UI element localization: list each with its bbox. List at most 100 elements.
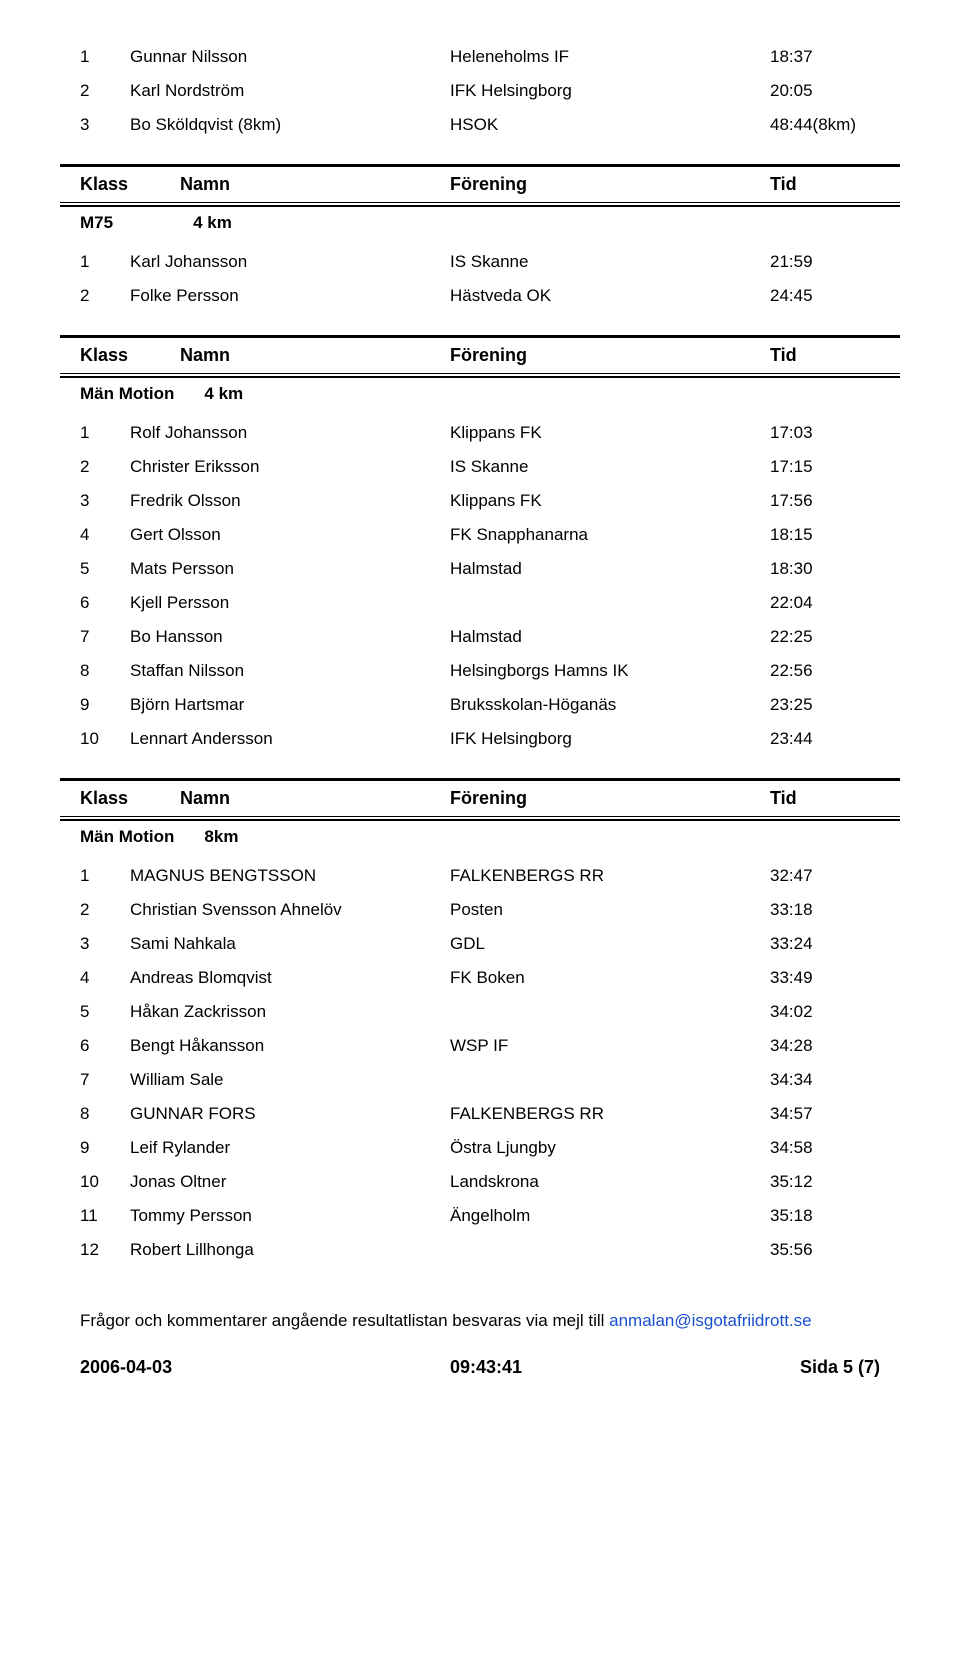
- cell-place: 1: [80, 866, 130, 886]
- cell-time: 48:44(8km): [770, 115, 880, 135]
- cell-club: [450, 1240, 770, 1260]
- cell-club: Posten: [450, 900, 770, 920]
- cell-name: Robert Lillhonga: [130, 1240, 450, 1260]
- cell-name: Lennart Andersson: [130, 729, 450, 749]
- cell-time: 23:25: [770, 695, 880, 715]
- table-row: 6Bengt HåkanssonWSP IF34:28: [60, 1029, 900, 1063]
- table-row: 1Karl JohanssonIS Skanne21:59: [60, 245, 900, 279]
- header-forening: Förening: [450, 788, 770, 809]
- cell-place: 3: [80, 934, 130, 954]
- cell-name: Jonas Oltner: [130, 1172, 450, 1192]
- cell-name: Christer Eriksson: [130, 457, 450, 477]
- cell-club: Klippans FK: [450, 423, 770, 443]
- cell-name: Christian Svensson Ahnelöv: [130, 900, 450, 920]
- cell-place: 8: [80, 661, 130, 681]
- cell-time: 34:57: [770, 1104, 880, 1124]
- header-klass: Klass: [80, 174, 180, 195]
- cell-club: Heleneholms IF: [450, 47, 770, 67]
- footer-email-link[interactable]: anmalan@isgotafriidrott.se: [609, 1311, 811, 1330]
- cell-club: FK Snapphanarna: [450, 525, 770, 545]
- cell-club: Ängelholm: [450, 1206, 770, 1226]
- cell-name: Bo Sköldqvist (8km): [130, 115, 450, 135]
- cell-club: FALKENBERGS RR: [450, 866, 770, 886]
- cell-club: Halmstad: [450, 627, 770, 647]
- cell-time: 34:34: [770, 1070, 880, 1090]
- cell-place: 2: [80, 286, 130, 306]
- table-row: 2Christer ErikssonIS Skanne17:15: [60, 450, 900, 484]
- cell-place: 2: [80, 81, 130, 101]
- cell-club: Östra Ljungby: [450, 1138, 770, 1158]
- cell-club: IS Skanne: [450, 252, 770, 272]
- table-row: 11Tommy PerssonÄngelholm35:18: [60, 1199, 900, 1233]
- cell-place: 12: [80, 1240, 130, 1260]
- header-namn: Namn: [180, 345, 450, 366]
- cell-place: 6: [80, 1036, 130, 1056]
- header-klass: Klass: [80, 788, 180, 809]
- table-row: 4Andreas BlomqvistFK Boken33:49: [60, 961, 900, 995]
- group-header: Klass Namn Förening Tid: [60, 338, 900, 373]
- table-row: 8GUNNAR FORSFALKENBERGS RR34:57: [60, 1097, 900, 1131]
- cell-place: 2: [80, 457, 130, 477]
- cell-place: 6: [80, 593, 130, 613]
- cell-time: 34:58: [770, 1138, 880, 1158]
- table-row: 3Bo Sköldqvist (8km)HSOK48:44(8km): [60, 108, 900, 142]
- class-label: M75: [80, 213, 113, 232]
- cell-time: 22:56: [770, 661, 880, 681]
- cell-place: 4: [80, 968, 130, 988]
- cell-name: Folke Persson: [130, 286, 450, 306]
- divider: [60, 816, 900, 817]
- cell-place: 3: [80, 115, 130, 135]
- cell-place: 10: [80, 729, 130, 749]
- cell-name: GUNNAR FORS: [130, 1104, 450, 1124]
- cell-club: Helsingborgs Hamns IK: [450, 661, 770, 681]
- cell-club: WSP IF: [450, 1036, 770, 1056]
- cell-name: MAGNUS BENGTSSON: [130, 866, 450, 886]
- cell-time: 33:18: [770, 900, 880, 920]
- cell-club: Bruksskolan-Höganäs: [450, 695, 770, 715]
- cell-time: 17:03: [770, 423, 880, 443]
- footer-date: 2006-04-03: [80, 1357, 450, 1378]
- cell-place: 9: [80, 1138, 130, 1158]
- cell-time: 23:44: [770, 729, 880, 749]
- cell-name: Leif Rylander: [130, 1138, 450, 1158]
- class-distance: 4 km: [193, 213, 232, 233]
- header-forening: Förening: [450, 345, 770, 366]
- table-row: 9Leif RylanderÖstra Ljungby34:58: [60, 1131, 900, 1165]
- cell-place: 10: [80, 1172, 130, 1192]
- footer-note: Frågor och kommentarer angående resultat…: [60, 1311, 900, 1331]
- cell-place: 2: [80, 900, 130, 920]
- cell-name: Sami Nahkala: [130, 934, 450, 954]
- cell-time: 20:05: [770, 81, 880, 101]
- table-row: 2Folke PerssonHästveda OK24:45: [60, 279, 900, 313]
- table-row: 1MAGNUS BENGTSSONFALKENBERGS RR32:47: [60, 859, 900, 893]
- table-row: 9Björn HartsmarBruksskolan-Höganäs23:25: [60, 688, 900, 722]
- table-row: 1Rolf JohanssonKlippans FK17:03: [60, 416, 900, 450]
- footer-note-text: Frågor och kommentarer angående resultat…: [80, 1311, 609, 1330]
- class-line-men4: Män Motion4 km: [60, 378, 900, 410]
- cell-place: 9: [80, 695, 130, 715]
- footer-bar: 2006-04-03 09:43:41 Sida 5 (7): [60, 1357, 900, 1378]
- divider: [60, 373, 900, 374]
- cell-club: [450, 1070, 770, 1090]
- top-results: 1Gunnar NilssonHeleneholms IF18:372Karl …: [60, 40, 900, 142]
- cell-time: 17:56: [770, 491, 880, 511]
- cell-time: 33:24: [770, 934, 880, 954]
- header-forening: Förening: [450, 174, 770, 195]
- cell-place: 8: [80, 1104, 130, 1124]
- header-klass: Klass: [80, 345, 180, 366]
- cell-time: 18:15: [770, 525, 880, 545]
- cell-time: 22:04: [770, 593, 880, 613]
- cell-time: 22:25: [770, 627, 880, 647]
- cell-name: Fredrik Olsson: [130, 491, 450, 511]
- table-row: 6Kjell Persson22:04: [60, 586, 900, 620]
- table-row: 3Sami NahkalaGDL33:24: [60, 927, 900, 961]
- cell-name: Mats Persson: [130, 559, 450, 579]
- header-tid: Tid: [770, 788, 880, 809]
- table-row: 2Christian Svensson AhnelövPosten33:18: [60, 893, 900, 927]
- cell-time: 34:28: [770, 1036, 880, 1056]
- cell-club: Klippans FK: [450, 491, 770, 511]
- cell-time: 24:45: [770, 286, 880, 306]
- cell-club: FALKENBERGS RR: [450, 1104, 770, 1124]
- header-namn: Namn: [180, 788, 450, 809]
- cell-name: Gert Olsson: [130, 525, 450, 545]
